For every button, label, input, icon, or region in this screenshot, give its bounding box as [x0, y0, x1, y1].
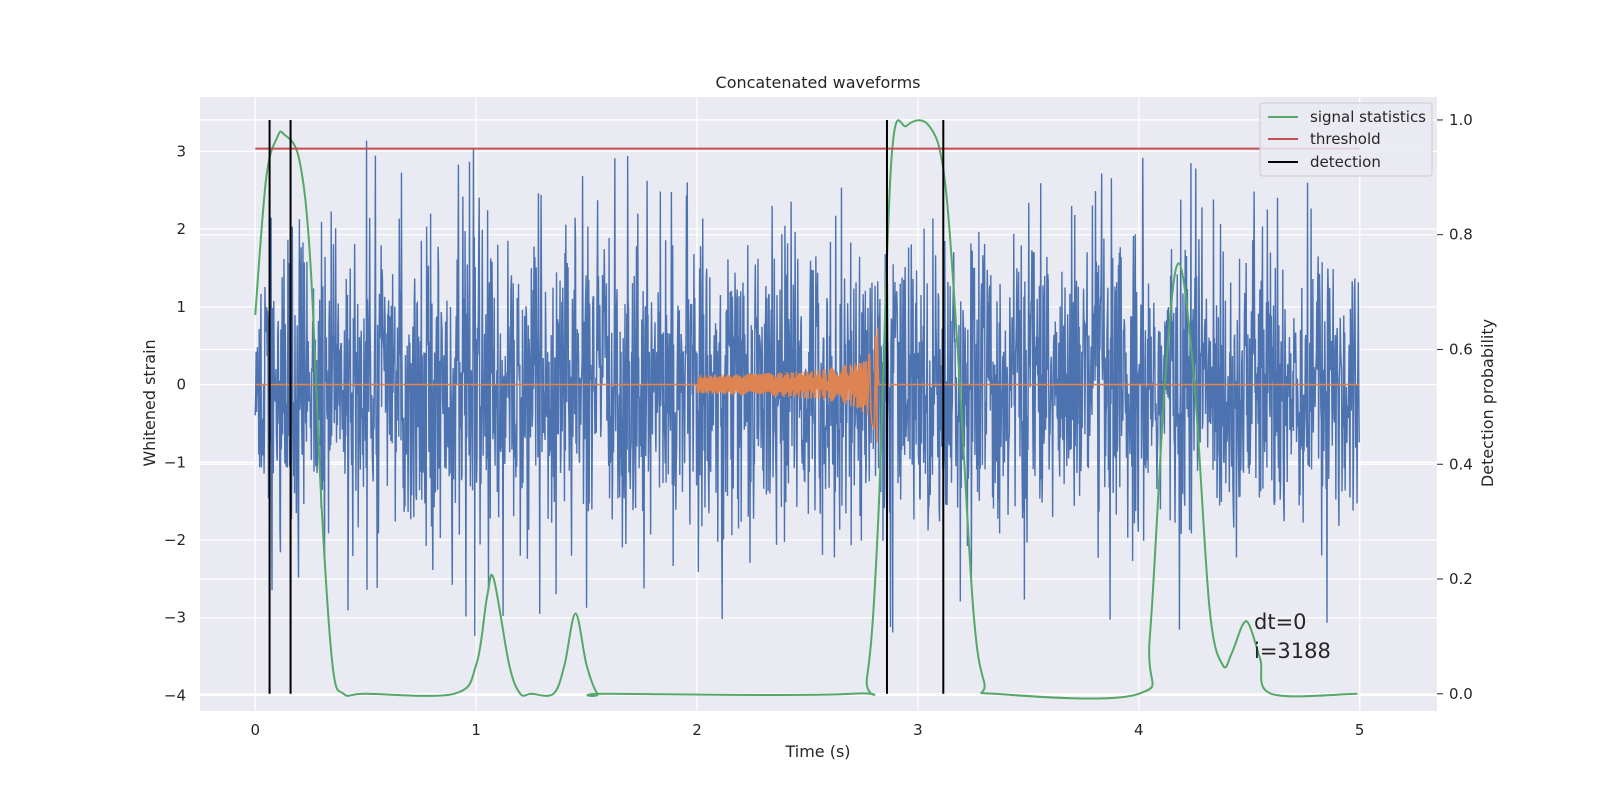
- y-right-tick-label: 1.0: [1449, 111, 1473, 129]
- y-right-tick-label: 0.0: [1449, 685, 1473, 703]
- x-tick-label: 1: [471, 721, 481, 739]
- legend-label-detection: detection: [1310, 153, 1381, 171]
- y-tick-label: 3: [176, 142, 186, 160]
- y-tick-label: −4: [164, 686, 186, 704]
- y-tick-label: 2: [176, 220, 186, 238]
- x-tick-label: 2: [692, 721, 702, 739]
- y-right-tick-label: 0.2: [1449, 570, 1473, 588]
- legend-label-threshold: threshold: [1310, 130, 1381, 148]
- x-tick-label: 3: [913, 721, 923, 739]
- annotation-line-1: dt=0: [1254, 610, 1307, 634]
- legend-label-signal-statistics: signal statistics: [1310, 108, 1426, 126]
- noise-series: [254, 140, 1361, 637]
- annotation-line-2: i=3188: [1254, 639, 1331, 663]
- chart-title: Concatenated waveforms: [716, 73, 921, 92]
- legend: signal statistics threshold detection: [1259, 102, 1433, 177]
- y-right-tick-label: 0.8: [1449, 226, 1473, 244]
- annotation: dt=0 i=3188: [1254, 610, 1331, 663]
- y-tick-label: −2: [164, 531, 186, 549]
- x-tick-label: 4: [1134, 721, 1144, 739]
- x-axis-title: Time (s): [784, 742, 850, 761]
- y-tick-label: −3: [164, 609, 186, 627]
- y-axis-title: Whitened strain: [140, 339, 159, 466]
- legend-box: [1259, 102, 1433, 177]
- x-tick-label: 5: [1355, 721, 1365, 739]
- y-right-tick-label: 0.6: [1449, 340, 1473, 358]
- y-axis-right-title: Detection probability: [1478, 319, 1497, 487]
- signal-statistics-series: [254, 119, 1358, 700]
- signal-statistics-line: [254, 119, 1358, 700]
- x-tick-label: 0: [250, 721, 260, 739]
- y-tick-label: 1: [176, 298, 186, 316]
- detection-series: [268, 119, 945, 694]
- chirp-line: [255, 327, 1360, 443]
- chirp-series: [255, 327, 1360, 443]
- ticks: 0 1 2 3 4 5 −4 −3 −2 −1 0 1 2 3 0.0 0.2 0.4 0.6 0.8 1.0: [164, 111, 1473, 739]
- noise-line: [254, 140, 1361, 637]
- y-tick-label: 0: [176, 376, 186, 394]
- y-tick-label: −1: [164, 453, 186, 471]
- y-right-tick-label: 0.4: [1449, 455, 1473, 473]
